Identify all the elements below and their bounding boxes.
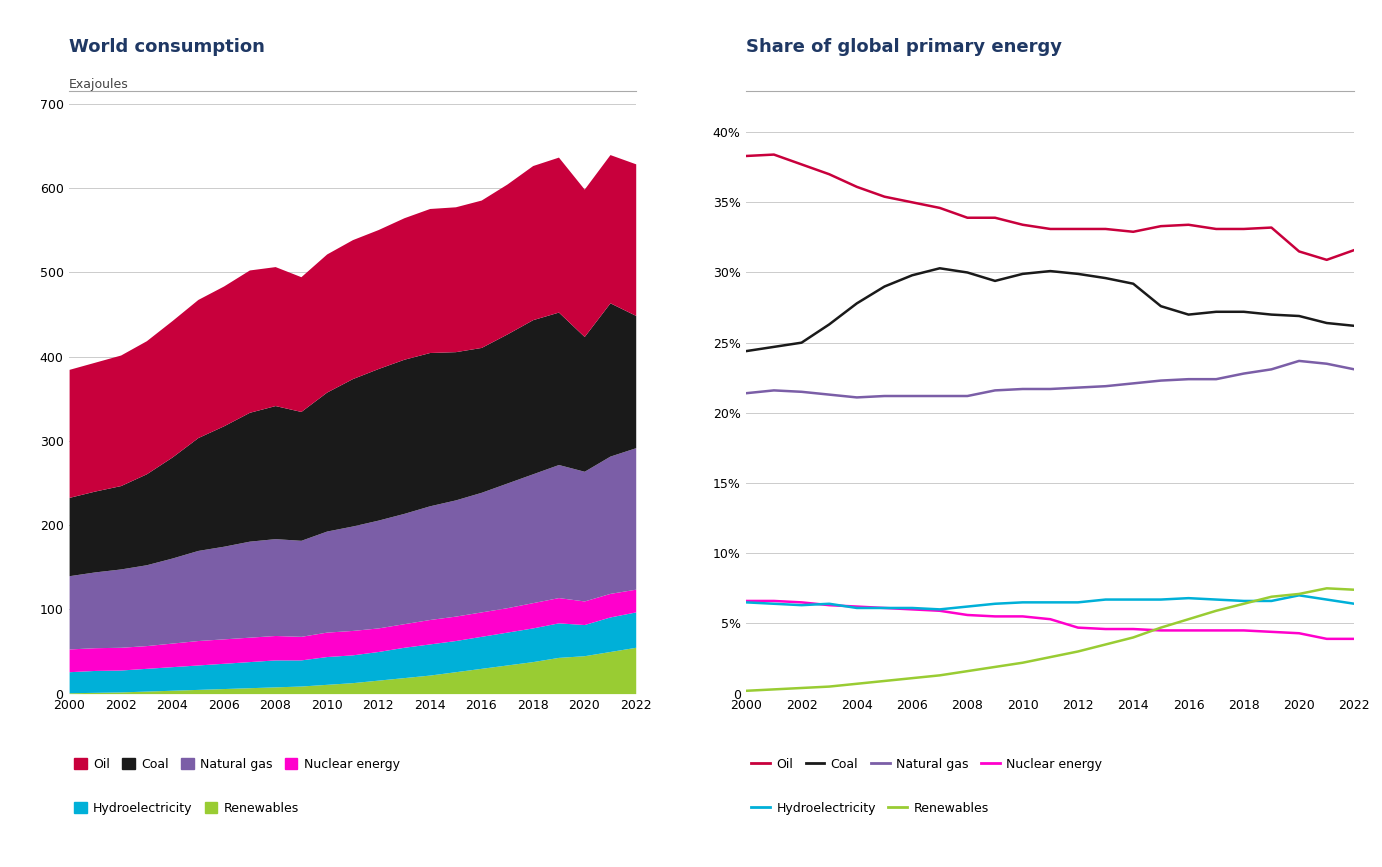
Text: Exajoules: Exajoules <box>69 78 129 91</box>
Legend: Hydroelectricity, Renewables: Hydroelectricity, Renewables <box>746 797 994 820</box>
Text: World consumption: World consumption <box>69 38 265 56</box>
Text: Share of global primary energy: Share of global primary energy <box>746 38 1063 56</box>
Legend: Hydroelectricity, Renewables: Hydroelectricity, Renewables <box>69 797 304 820</box>
